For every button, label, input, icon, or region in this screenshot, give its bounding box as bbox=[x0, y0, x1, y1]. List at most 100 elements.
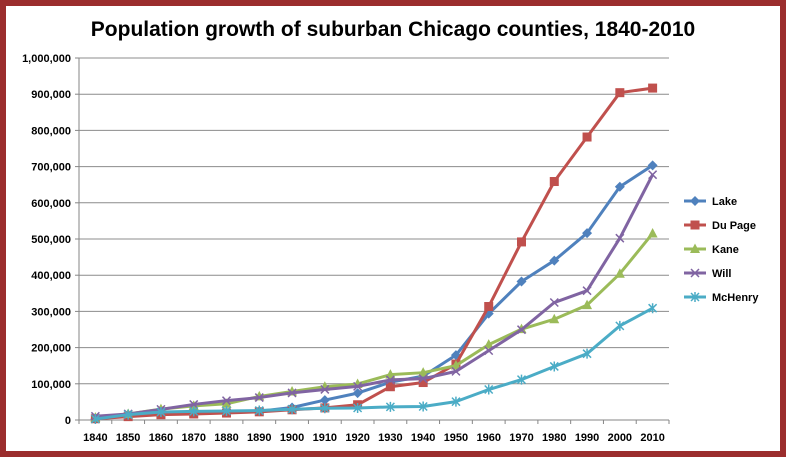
data-point-will bbox=[549, 298, 559, 308]
data-point-mchenry bbox=[549, 361, 559, 372]
data-point-will bbox=[451, 366, 461, 376]
data-point-mchenry bbox=[582, 348, 592, 359]
series-line-will bbox=[95, 174, 654, 418]
data-point-du-page bbox=[418, 378, 428, 388]
data-point-lake bbox=[319, 395, 330, 406]
data-point-kane bbox=[647, 227, 658, 238]
data-point-mchenry bbox=[353, 402, 363, 413]
data-point-kane bbox=[450, 360, 461, 370]
data-point-kane bbox=[549, 313, 560, 324]
x-tick-label: 2010 bbox=[640, 432, 664, 444]
data-point-will bbox=[221, 396, 232, 406]
y-tick-label: 500,000 bbox=[31, 234, 71, 246]
y-tick-label: 300,000 bbox=[31, 306, 71, 318]
data-point-lake bbox=[549, 255, 560, 266]
x-tick-label: 1940 bbox=[411, 432, 435, 444]
chart-title: Population growth of suburban Chicago co… bbox=[91, 18, 695, 41]
data-point-will bbox=[582, 286, 592, 296]
x-tick-label: 1930 bbox=[378, 432, 402, 444]
data-point-lake bbox=[614, 181, 625, 192]
y-tick-label: 900,000 bbox=[31, 89, 71, 101]
series-layer bbox=[90, 83, 658, 425]
legend-marker bbox=[690, 220, 700, 230]
data-point-mchenry bbox=[287, 404, 297, 415]
x-tick-label: 1910 bbox=[313, 432, 337, 444]
series-line-mchenry bbox=[95, 306, 654, 421]
legend: Lake Du Page Kane Will McHenry bbox=[684, 196, 759, 304]
data-point-will bbox=[516, 325, 527, 335]
x-tick-label: 1950 bbox=[444, 432, 468, 444]
y-tick-label: 400,000 bbox=[31, 270, 71, 282]
data-point-mchenry bbox=[156, 407, 166, 417]
x-tick-label: 1920 bbox=[345, 432, 369, 444]
data-point-mchenry bbox=[320, 403, 330, 414]
series-line-kane bbox=[95, 232, 654, 420]
data-point-kane bbox=[385, 369, 396, 379]
y-tick-label: 700,000 bbox=[31, 162, 71, 174]
data-point-will bbox=[320, 384, 330, 394]
data-point-kane bbox=[221, 398, 232, 408]
data-point-kane bbox=[614, 268, 625, 278]
y-tick-label: 100,000 bbox=[31, 379, 71, 391]
x-tick-label: 1880 bbox=[214, 432, 238, 444]
legend-label: Will bbox=[712, 268, 731, 280]
legend-item-lake: Lake bbox=[684, 196, 737, 208]
data-point-mchenry bbox=[418, 401, 428, 412]
gridlines bbox=[79, 57, 669, 385]
legend-item-mchenry: McHenry bbox=[684, 292, 759, 304]
legend-item-kane: Kane bbox=[684, 243, 739, 256]
data-point-du-page bbox=[385, 382, 395, 392]
data-point-mchenry bbox=[615, 320, 625, 331]
data-point-du-page bbox=[582, 132, 592, 142]
data-point-mchenry bbox=[648, 303, 658, 314]
data-point-du-page bbox=[484, 302, 494, 312]
data-point-mchenry bbox=[516, 374, 527, 385]
data-point-will bbox=[189, 399, 199, 409]
x-tick-label: 1850 bbox=[116, 432, 140, 444]
series-kane bbox=[90, 227, 658, 422]
y-tick-label: 0 bbox=[65, 415, 71, 427]
legend-marker bbox=[690, 243, 700, 253]
data-point-kane bbox=[418, 367, 429, 377]
data-point-du-page bbox=[517, 237, 526, 247]
x-tick-label: 1980 bbox=[542, 432, 566, 444]
series-will bbox=[90, 170, 658, 421]
legend-label: McHenry bbox=[712, 292, 759, 304]
legend-marker bbox=[690, 292, 700, 302]
series-du-page bbox=[90, 83, 658, 424]
data-point-will bbox=[287, 388, 297, 398]
data-point-mchenry bbox=[189, 406, 199, 417]
legend-label: Kane bbox=[712, 244, 739, 256]
data-point-mchenry bbox=[385, 401, 395, 412]
legend-label: Lake bbox=[712, 196, 737, 208]
data-point-kane bbox=[582, 299, 593, 310]
data-point-du-page bbox=[549, 177, 559, 187]
x-tick-label: 1900 bbox=[280, 432, 304, 444]
data-point-lake bbox=[582, 228, 593, 239]
data-point-will bbox=[648, 170, 658, 180]
legend-label: Du Page bbox=[712, 220, 756, 232]
data-point-mchenry bbox=[123, 409, 133, 420]
data-point-lake bbox=[647, 160, 658, 171]
x-tick-label: 2000 bbox=[608, 432, 632, 444]
legend-marker bbox=[690, 196, 700, 206]
x-tick-label: 1890 bbox=[247, 432, 271, 444]
y-tick-label: 1,000,000 bbox=[22, 53, 71, 65]
x-tick-label: 1860 bbox=[149, 432, 173, 444]
data-point-du-page bbox=[615, 88, 625, 98]
data-point-mchenry bbox=[221, 405, 232, 416]
x-tick-label: 1990 bbox=[575, 432, 599, 444]
data-point-will bbox=[615, 233, 625, 243]
y-tick-label: 800,000 bbox=[31, 125, 71, 137]
series-line-lake bbox=[95, 164, 654, 421]
x-tick-label: 1970 bbox=[509, 432, 533, 444]
data-point-will bbox=[353, 381, 363, 391]
y-tick-label: 200,000 bbox=[31, 343, 71, 355]
series-line-du-page bbox=[95, 86, 653, 421]
legend-marker bbox=[690, 268, 700, 278]
data-point-lake bbox=[516, 276, 527, 287]
legend-item-du-page: Du Page bbox=[684, 220, 756, 232]
x-tick-label: 1840 bbox=[83, 432, 107, 444]
data-point-mchenry bbox=[90, 414, 100, 425]
